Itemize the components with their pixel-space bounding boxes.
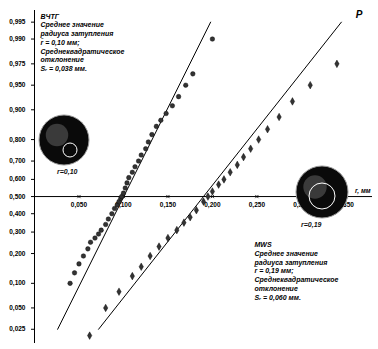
svg-text:0,050: 0,050: [71, 201, 88, 209]
svg-text:r, мм: r, мм: [355, 187, 371, 195]
svg-text:0,025: 0,025: [9, 325, 26, 333]
svg-text:0,600: 0,600: [9, 175, 26, 183]
svg-text:ВЧТГСреднее значениерадиуса за: ВЧТГСреднее значениерадиуса затупленияr̄…: [40, 13, 125, 74]
svg-text:0,800: 0,800: [9, 136, 26, 144]
svg-text:0,200: 0,200: [204, 201, 221, 209]
svg-text:0,300: 0,300: [9, 228, 26, 236]
svg-text:0,050: 0,050: [9, 304, 26, 312]
html-text:r=0,19: r=0,19: [301, 221, 322, 228]
svg-text:0,100: 0,100: [9, 279, 26, 287]
svg-text:0,990: 0,990: [9, 35, 26, 43]
svg-text:0,250: 0,250: [249, 201, 266, 209]
svg-text:0,150: 0,150: [160, 201, 177, 209]
svg-text:0,975: 0,975: [9, 60, 26, 68]
svg-text:0,950: 0,950: [9, 81, 26, 89]
svg-text:0,995: 0,995: [9, 18, 26, 26]
svg-text:0,400: 0,400: [9, 210, 26, 218]
svg-text:P: P: [356, 9, 363, 20]
svg-text:0,200: 0,200: [9, 250, 26, 258]
svg-text:0,900: 0,900: [9, 106, 26, 114]
html-text:r=0,10: r=0,10: [57, 168, 78, 175]
svg-text:MWSСреднее значениерадиуса зат: MWSСреднее значениерадиуса затупленияr̄ …: [254, 241, 339, 302]
svg-text:0,700: 0,700: [9, 157, 26, 165]
svg-text:0,500: 0,500: [9, 193, 26, 201]
svg-text:0,100: 0,100: [115, 200, 132, 208]
